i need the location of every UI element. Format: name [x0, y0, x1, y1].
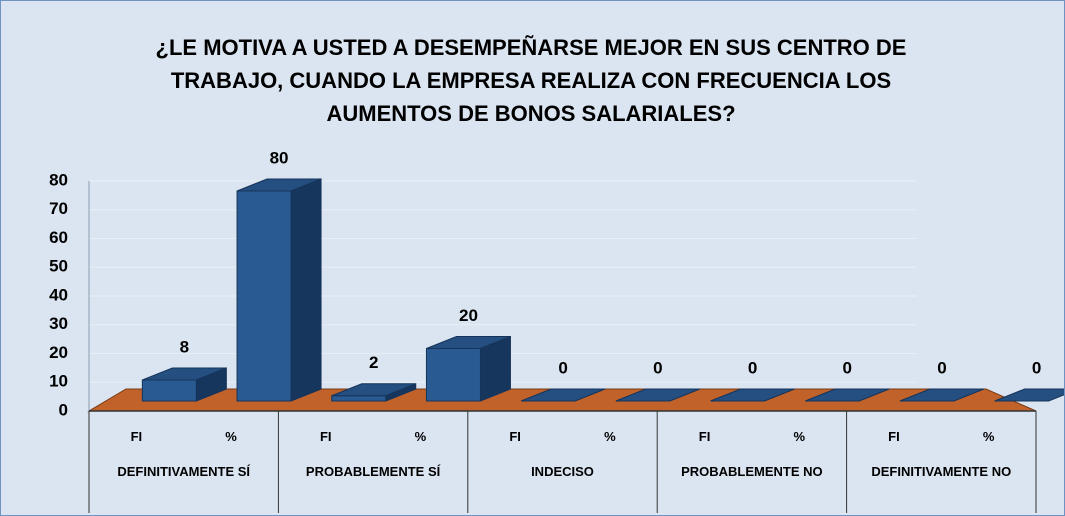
- x-tick-label: %: [982, 429, 995, 444]
- data-label: 0: [653, 358, 662, 377]
- y-tick-label: 70: [49, 199, 68, 218]
- bar: [710, 388, 795, 402]
- x-tick-label: FI: [319, 429, 332, 444]
- y-tick-label: 50: [49, 257, 68, 276]
- bar: [805, 388, 890, 402]
- data-label: 8: [180, 337, 189, 356]
- data-label: 80: [270, 148, 289, 167]
- y-tick-label: 0: [59, 400, 68, 419]
- y-tick-label: 60: [49, 228, 68, 247]
- bar: [899, 388, 985, 402]
- x-tick-label: FI: [698, 429, 711, 444]
- bar: [520, 388, 606, 402]
- bar: [425, 335, 511, 402]
- data-label: 0: [748, 358, 757, 377]
- data-label: 2: [369, 353, 378, 372]
- x-tick-label: FI: [509, 429, 521, 444]
- data-label: 0: [937, 358, 946, 377]
- bar-front: [141, 379, 197, 402]
- group-label: PROBABLEMENTE SÍ: [305, 464, 441, 479]
- bar-top: [142, 367, 227, 381]
- data-label: 0: [843, 358, 852, 377]
- y-tick-label: 30: [49, 314, 68, 333]
- x-tick-label: %: [414, 429, 427, 444]
- bar: [236, 178, 322, 402]
- group-label: PROBABLEMENTE NO: [681, 464, 823, 479]
- bar-side: [290, 178, 322, 402]
- x-tick-label: FI: [888, 429, 900, 444]
- bar-top: [426, 336, 511, 349]
- x-tick-label: %: [793, 429, 806, 444]
- group-label: DEFINITIVAMENTE SÍ: [117, 464, 251, 479]
- y-tick-label: 40: [49, 285, 68, 304]
- x-tick-label: %: [225, 429, 237, 444]
- bar-top: [615, 388, 701, 402]
- data-label: 0: [558, 358, 567, 377]
- bar-front: [236, 190, 292, 402]
- y-tick-label: 10: [49, 372, 68, 391]
- bar-top: [994, 388, 1064, 402]
- bar-top: [710, 388, 795, 402]
- y-tick-label: 20: [49, 343, 68, 362]
- group-label: DEFINITIVAMENTE NO: [871, 464, 1012, 479]
- chart-title: ¿LE MOTIVA A USTED A DESEMPEÑARSE MEJOR …: [155, 35, 907, 126]
- bar-top: [805, 388, 890, 402]
- bar-front: [425, 348, 481, 402]
- bar: [994, 388, 1064, 402]
- data-label: 0: [1032, 358, 1041, 377]
- y-tick-label: 80: [49, 170, 68, 189]
- bar-top: [520, 388, 606, 402]
- group-label: INDECISO: [531, 464, 594, 479]
- bar-top: [236, 178, 322, 192]
- bar: [615, 388, 701, 402]
- bar: [141, 367, 227, 402]
- data-label: 20: [459, 306, 478, 325]
- bar: [331, 383, 417, 402]
- bar-top: [331, 383, 416, 397]
- x-tick-label: %: [604, 429, 616, 444]
- bar-front: [331, 395, 387, 402]
- x-tick-label: FI: [130, 429, 143, 444]
- bar-top: [899, 388, 985, 402]
